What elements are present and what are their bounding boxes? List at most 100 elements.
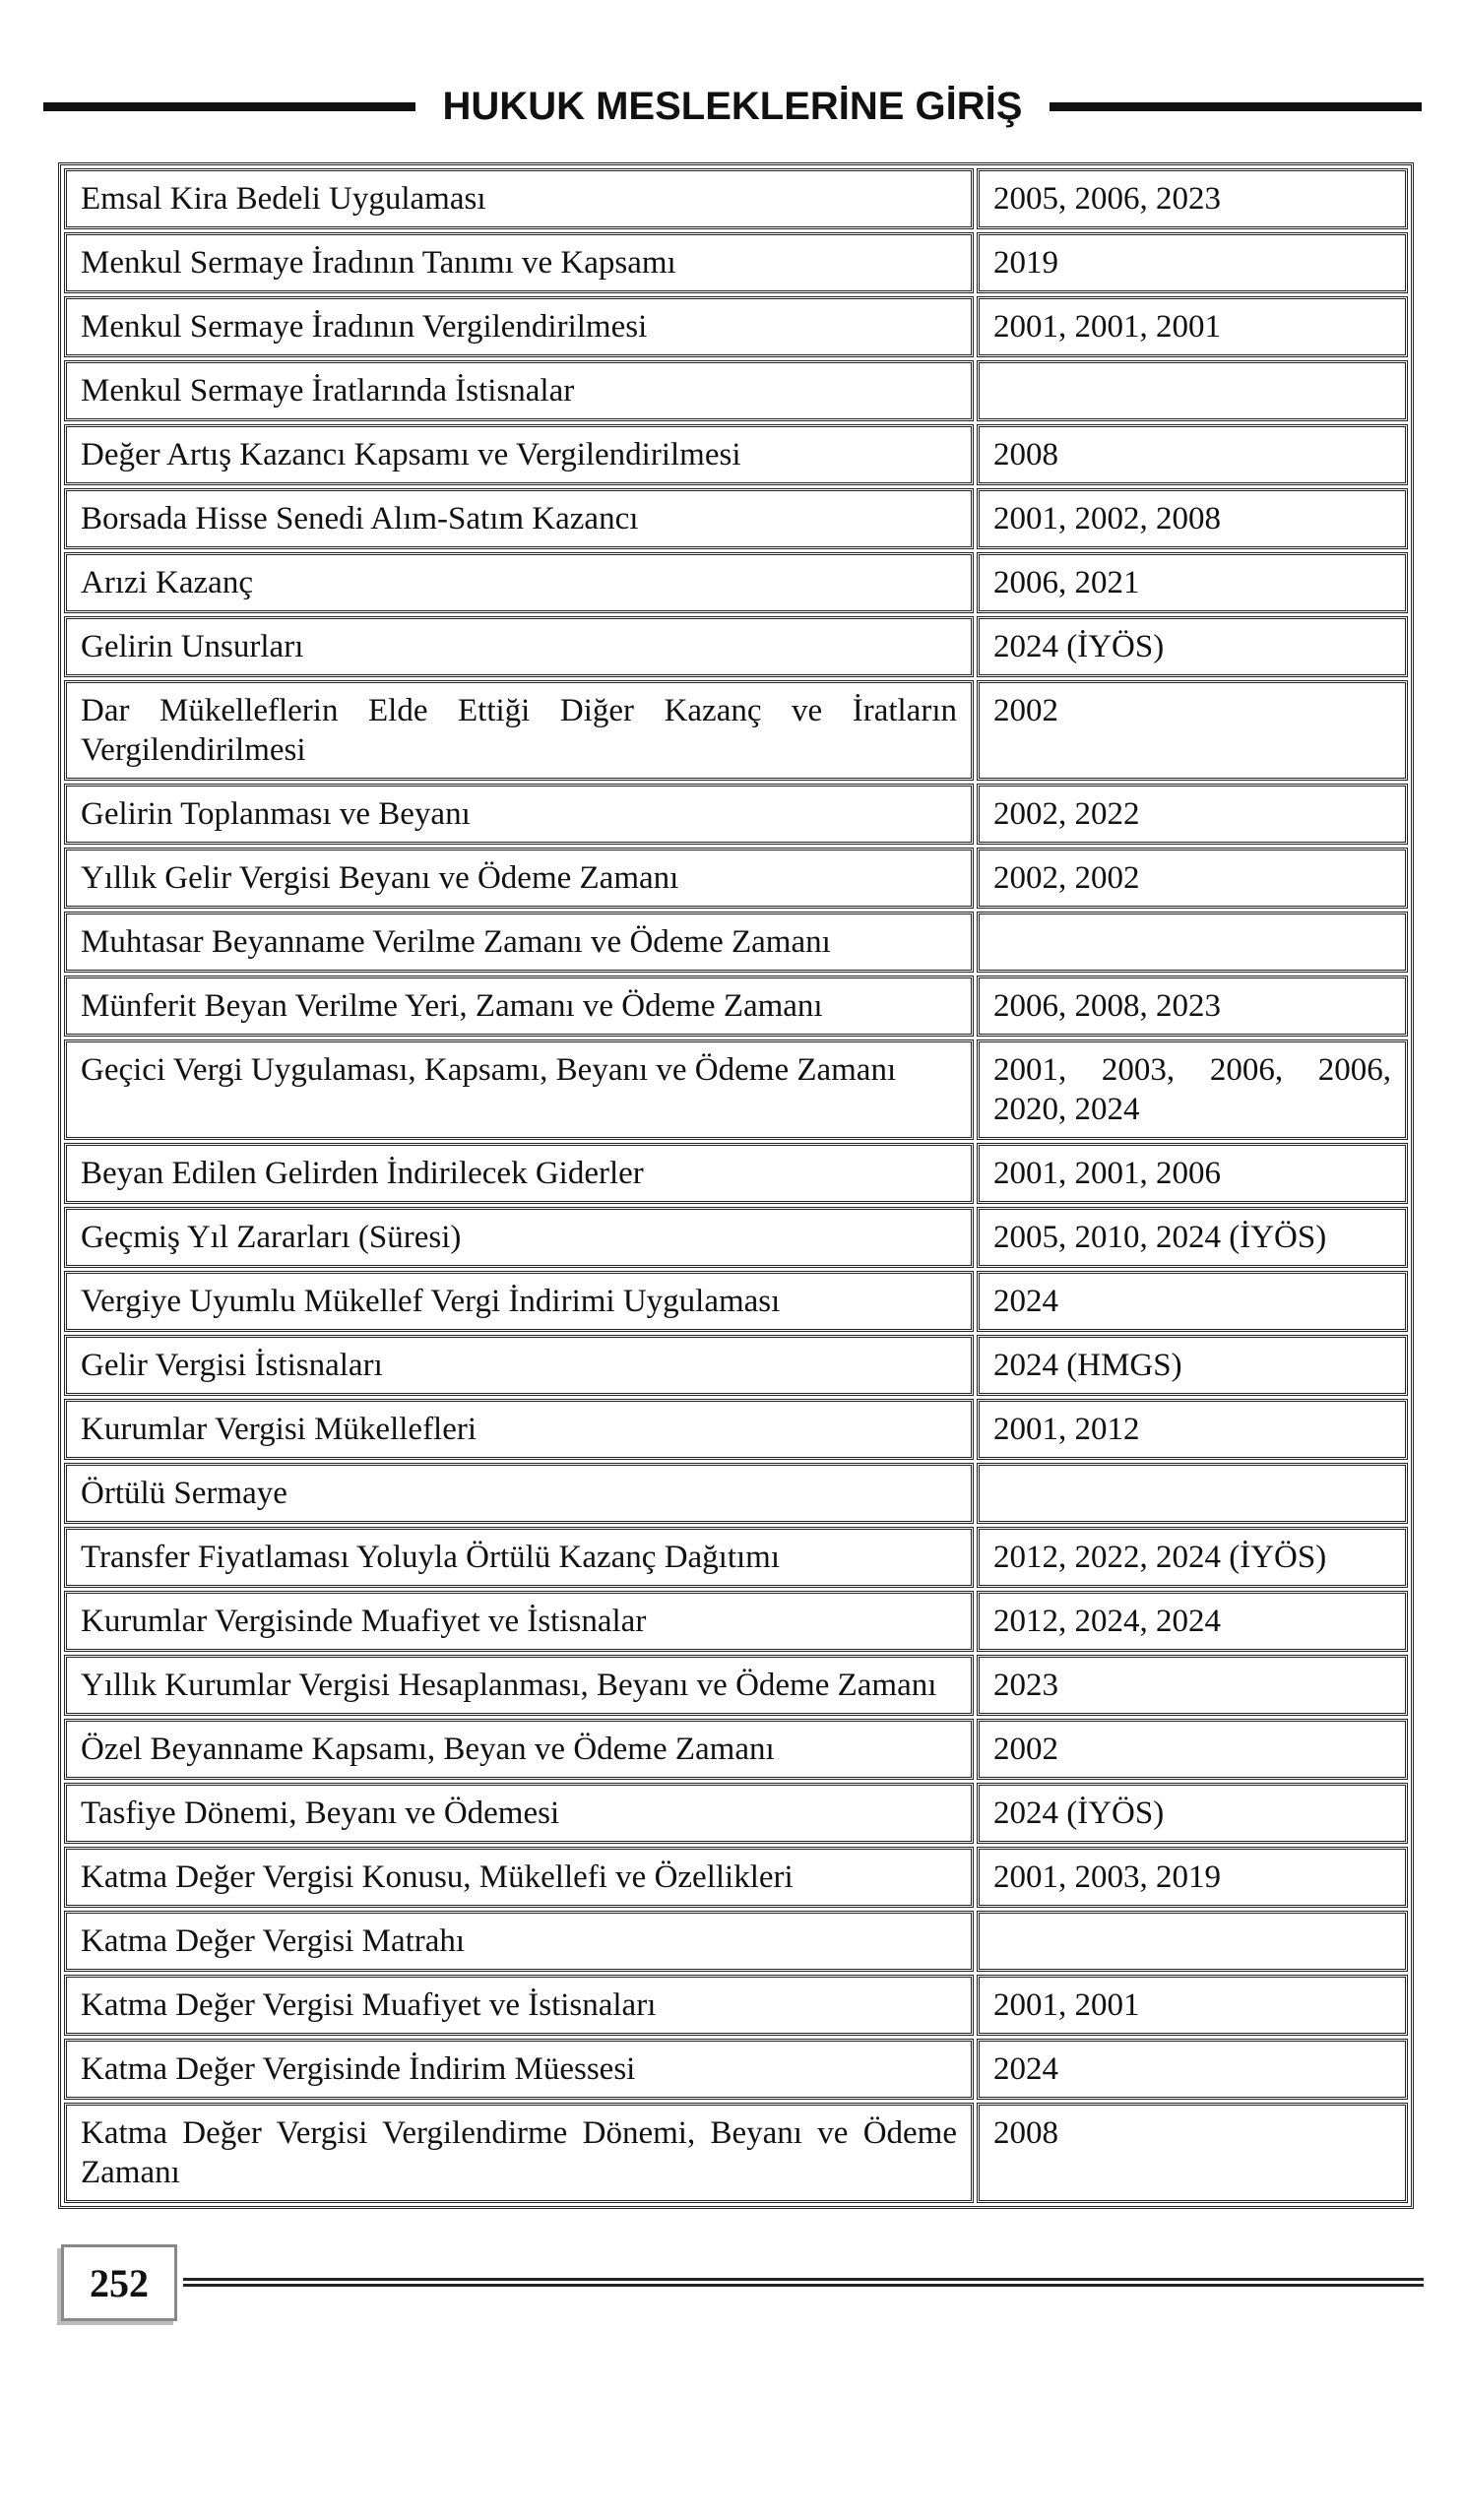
topic-cell: Katma Değer Vergisinde İndirim Müessesi: [64, 2039, 974, 2100]
header-title: HUKUK MESLEKLERİNE GİRİŞ: [442, 84, 1023, 128]
topic-cell: Arızi Kazanç: [64, 552, 974, 613]
topic-cell: Yıllık Gelir Vergisi Beyanı ve Ödeme Zam…: [64, 848, 974, 909]
table-row: Menkul Sermaye İratlarında İstisnalar: [64, 360, 1408, 421]
table-row: Beyan Edilen Gelirden İndirilecek Giderl…: [64, 1143, 1408, 1204]
years-cell: 2019: [977, 232, 1408, 293]
table-row: Kurumlar Vergisi Mükellefleri 2001, 2012: [64, 1399, 1408, 1460]
table-row: Vergiye Uyumlu Mükellef Vergi İndirimi U…: [64, 1271, 1408, 1332]
table-row: Münferit Beyan Verilme Yeri, Zamanı ve Ö…: [64, 976, 1408, 1037]
topics-table: Emsal Kira Bedeli Uygulaması 2005, 2006, …: [58, 162, 1414, 2209]
table-row: Katma Değer Vergisi Vergilendirme Dönemi…: [64, 2103, 1408, 2203]
table-row: Menkul Sermaye İradının Tanımı ve Kapsam…: [64, 232, 1408, 293]
table-row: Katma Değer Vergisi Muafiyet ve İstisnal…: [64, 1975, 1408, 2036]
topic-cell: Geçici Vergi Uygulaması, Kapsamı, Beyanı…: [64, 1040, 974, 1140]
page-footer: 252: [55, 2233, 1424, 2331]
years-cell: 2005, 2006, 2023: [977, 168, 1408, 229]
years-cell: 2012, 2024, 2024: [977, 1591, 1408, 1652]
topic-cell: Katma Değer Vergisi Konusu, Mükellefi ve…: [64, 1847, 974, 1908]
years-cell: 2024: [977, 1271, 1408, 1332]
topic-cell: Kurumlar Vergisinde Muafiyet ve İstisnal…: [64, 1591, 974, 1652]
years-cell: 2001, 2012: [977, 1399, 1408, 1460]
years-cell: 2002: [977, 680, 1408, 781]
years-cell: 2024: [977, 2039, 1408, 2100]
topic-cell: Katma Değer Vergisi Vergilendirme Dönemi…: [64, 2103, 974, 2203]
years-cell: 2023: [977, 1655, 1408, 1716]
topic-cell: Menkul Sermaye İradının Vergilendirilmes…: [64, 296, 974, 357]
table-row: Emsal Kira Bedeli Uygulaması 2005, 2006, …: [64, 168, 1408, 229]
years-cell: 2001, 2003, 2019: [977, 1847, 1408, 1908]
topic-cell: Katma Değer Vergisi Matrahı: [64, 1911, 974, 1972]
table-row: Gelirin Toplanması ve Beyanı 2002, 2022: [64, 784, 1408, 845]
years-cell: 2001, 2001: [977, 1975, 1408, 2036]
table-row: Geçmiş Yıl Zararları (Süresi) 2005, 2010,…: [64, 1207, 1408, 1268]
page-number-badge: 252: [55, 2233, 181, 2327]
years-cell: 2008: [977, 2103, 1408, 2203]
years-cell: [977, 912, 1408, 973]
page-content: Emsal Kira Bedeli Uygulaması 2005, 2006, …: [55, 162, 1424, 2331]
table-row: Gelirin Unsurları 2024 (İYÖS): [64, 616, 1408, 677]
years-cell: 2001, 2001, 2006: [977, 1143, 1408, 1204]
table-row: Tasfiye Dönemi, Beyanı ve Ödemesi 2024 (İ…: [64, 1783, 1408, 1844]
years-cell: [977, 1911, 1408, 1972]
table-row: Muhtasar Beyanname Verilme Zamanı ve Öde…: [64, 912, 1408, 973]
table-row: Özel Beyanname Kapsamı, Beyan ve Ödeme Z…: [64, 1719, 1408, 1780]
table-row: Dar Mükelleflerin Elde Ettiği Diğer Kaza…: [64, 680, 1408, 781]
years-cell: 2001, 2002, 2008: [977, 488, 1408, 549]
topic-cell: Özel Beyanname Kapsamı, Beyan ve Ödeme Z…: [64, 1719, 974, 1780]
topic-cell: Münferit Beyan Verilme Yeri, Zamanı ve Ö…: [64, 976, 974, 1037]
table-row: Örtülü Sermaye: [64, 1463, 1408, 1524]
years-cell: 2012, 2022, 2024 (İYÖS): [977, 1527, 1408, 1588]
years-cell: 2024 (İYÖS): [977, 616, 1408, 677]
table-row: Yıllık Kurumlar Vergisi Hesaplanması, Be…: [64, 1655, 1408, 1716]
years-cell: [977, 1463, 1408, 1524]
topic-cell: Menkul Sermaye İratlarında İstisnalar: [64, 360, 974, 421]
header-rule-left: [43, 101, 415, 111]
topic-cell: Kurumlar Vergisi Mükellefleri: [64, 1399, 974, 1460]
topic-cell: Borsada Hisse Senedi Alım-Satım Kazancı: [64, 488, 974, 549]
table-row: Gelir Vergisi İstisnaları 2024 (HMGS): [64, 1335, 1408, 1396]
topic-cell: Transfer Fiyatlaması Yoluyla Örtülü Kaza…: [64, 1527, 974, 1588]
years-cell: 2006, 2008, 2023: [977, 976, 1408, 1037]
years-cell: 2024 (HMGS): [977, 1335, 1408, 1396]
table-row: Menkul Sermaye İradının Vergilendirilmes…: [64, 296, 1408, 357]
topic-cell: Örtülü Sermaye: [64, 1463, 974, 1524]
footer-rule: [183, 2278, 1424, 2287]
topic-cell: Yıllık Kurumlar Vergisi Hesaplanması, Be…: [64, 1655, 974, 1716]
topic-cell: Muhtasar Beyanname Verilme Zamanı ve Öde…: [64, 912, 974, 973]
years-cell: 2006, 2021: [977, 552, 1408, 613]
years-cell: 2005, 2010, 2024 (İYÖS): [977, 1207, 1408, 1268]
topic-cell: Geçmiş Yıl Zararları (Süresi): [64, 1207, 974, 1268]
topic-cell: Menkul Sermaye İradının Tanımı ve Kapsam…: [64, 232, 974, 293]
table-row: Katma Değer Vergisinde İndirim Müessesi 2…: [64, 2039, 1408, 2100]
years-cell: 2002: [977, 1719, 1408, 1780]
years-cell: 2002, 2022: [977, 784, 1408, 845]
years-cell: [977, 360, 1408, 421]
page-number: 252: [90, 2260, 149, 2305]
table-row: Katma Değer Vergisi Konusu, Mükellefi ve…: [64, 1847, 1408, 1908]
topic-cell: Gelir Vergisi İstisnaları: [64, 1335, 974, 1396]
table-row: Arızi Kazanç 2006, 2021: [64, 552, 1408, 613]
table-row: Borsada Hisse Senedi Alım-Satım Kazancı 2…: [64, 488, 1408, 549]
table-row: Transfer Fiyatlaması Yoluyla Örtülü Kaza…: [64, 1527, 1408, 1588]
table-row: Kurumlar Vergisinde Muafiyet ve İstisnal…: [64, 1591, 1408, 1652]
topic-cell: Gelirin Toplanması ve Beyanı: [64, 784, 974, 845]
years-cell: 2001, 2001, 2001: [977, 296, 1408, 357]
header-rule-right: [1050, 101, 1422, 111]
table-row: Değer Artış Kazancı Kapsamı ve Vergilend…: [64, 424, 1408, 485]
topic-cell: Değer Artış Kazancı Kapsamı ve Vergilend…: [64, 424, 974, 485]
years-cell: 2001, 2003, 2006, 2006, 2020, 2024: [977, 1040, 1408, 1140]
topic-cell: Beyan Edilen Gelirden İndirilecek Giderl…: [64, 1143, 974, 1204]
table-row: Yıllık Gelir Vergisi Beyanı ve Ödeme Zam…: [64, 848, 1408, 909]
topic-cell: Tasfiye Dönemi, Beyanı ve Ödemesi: [64, 1783, 974, 1844]
topic-cell: Gelirin Unsurları: [64, 616, 974, 677]
years-cell: 2024 (İYÖS): [977, 1783, 1408, 1844]
table-row: Katma Değer Vergisi Matrahı: [64, 1911, 1408, 1972]
running-header: HUKUK MESLEKLERİNE GİRİŞ: [43, 77, 1422, 136]
years-cell: 2008: [977, 424, 1408, 485]
table-row: Geçici Vergi Uygulaması, Kapsamı, Beyanı…: [64, 1040, 1408, 1140]
topic-cell: Vergiye Uyumlu Mükellef Vergi İndirimi U…: [64, 1271, 974, 1332]
topic-cell: Dar Mükelleflerin Elde Ettiği Diğer Kaza…: [64, 680, 974, 781]
years-cell: 2002, 2002: [977, 848, 1408, 909]
topic-cell: Emsal Kira Bedeli Uygulaması: [64, 168, 974, 229]
topic-cell: Katma Değer Vergisi Muafiyet ve İstisnal…: [64, 1975, 974, 2036]
